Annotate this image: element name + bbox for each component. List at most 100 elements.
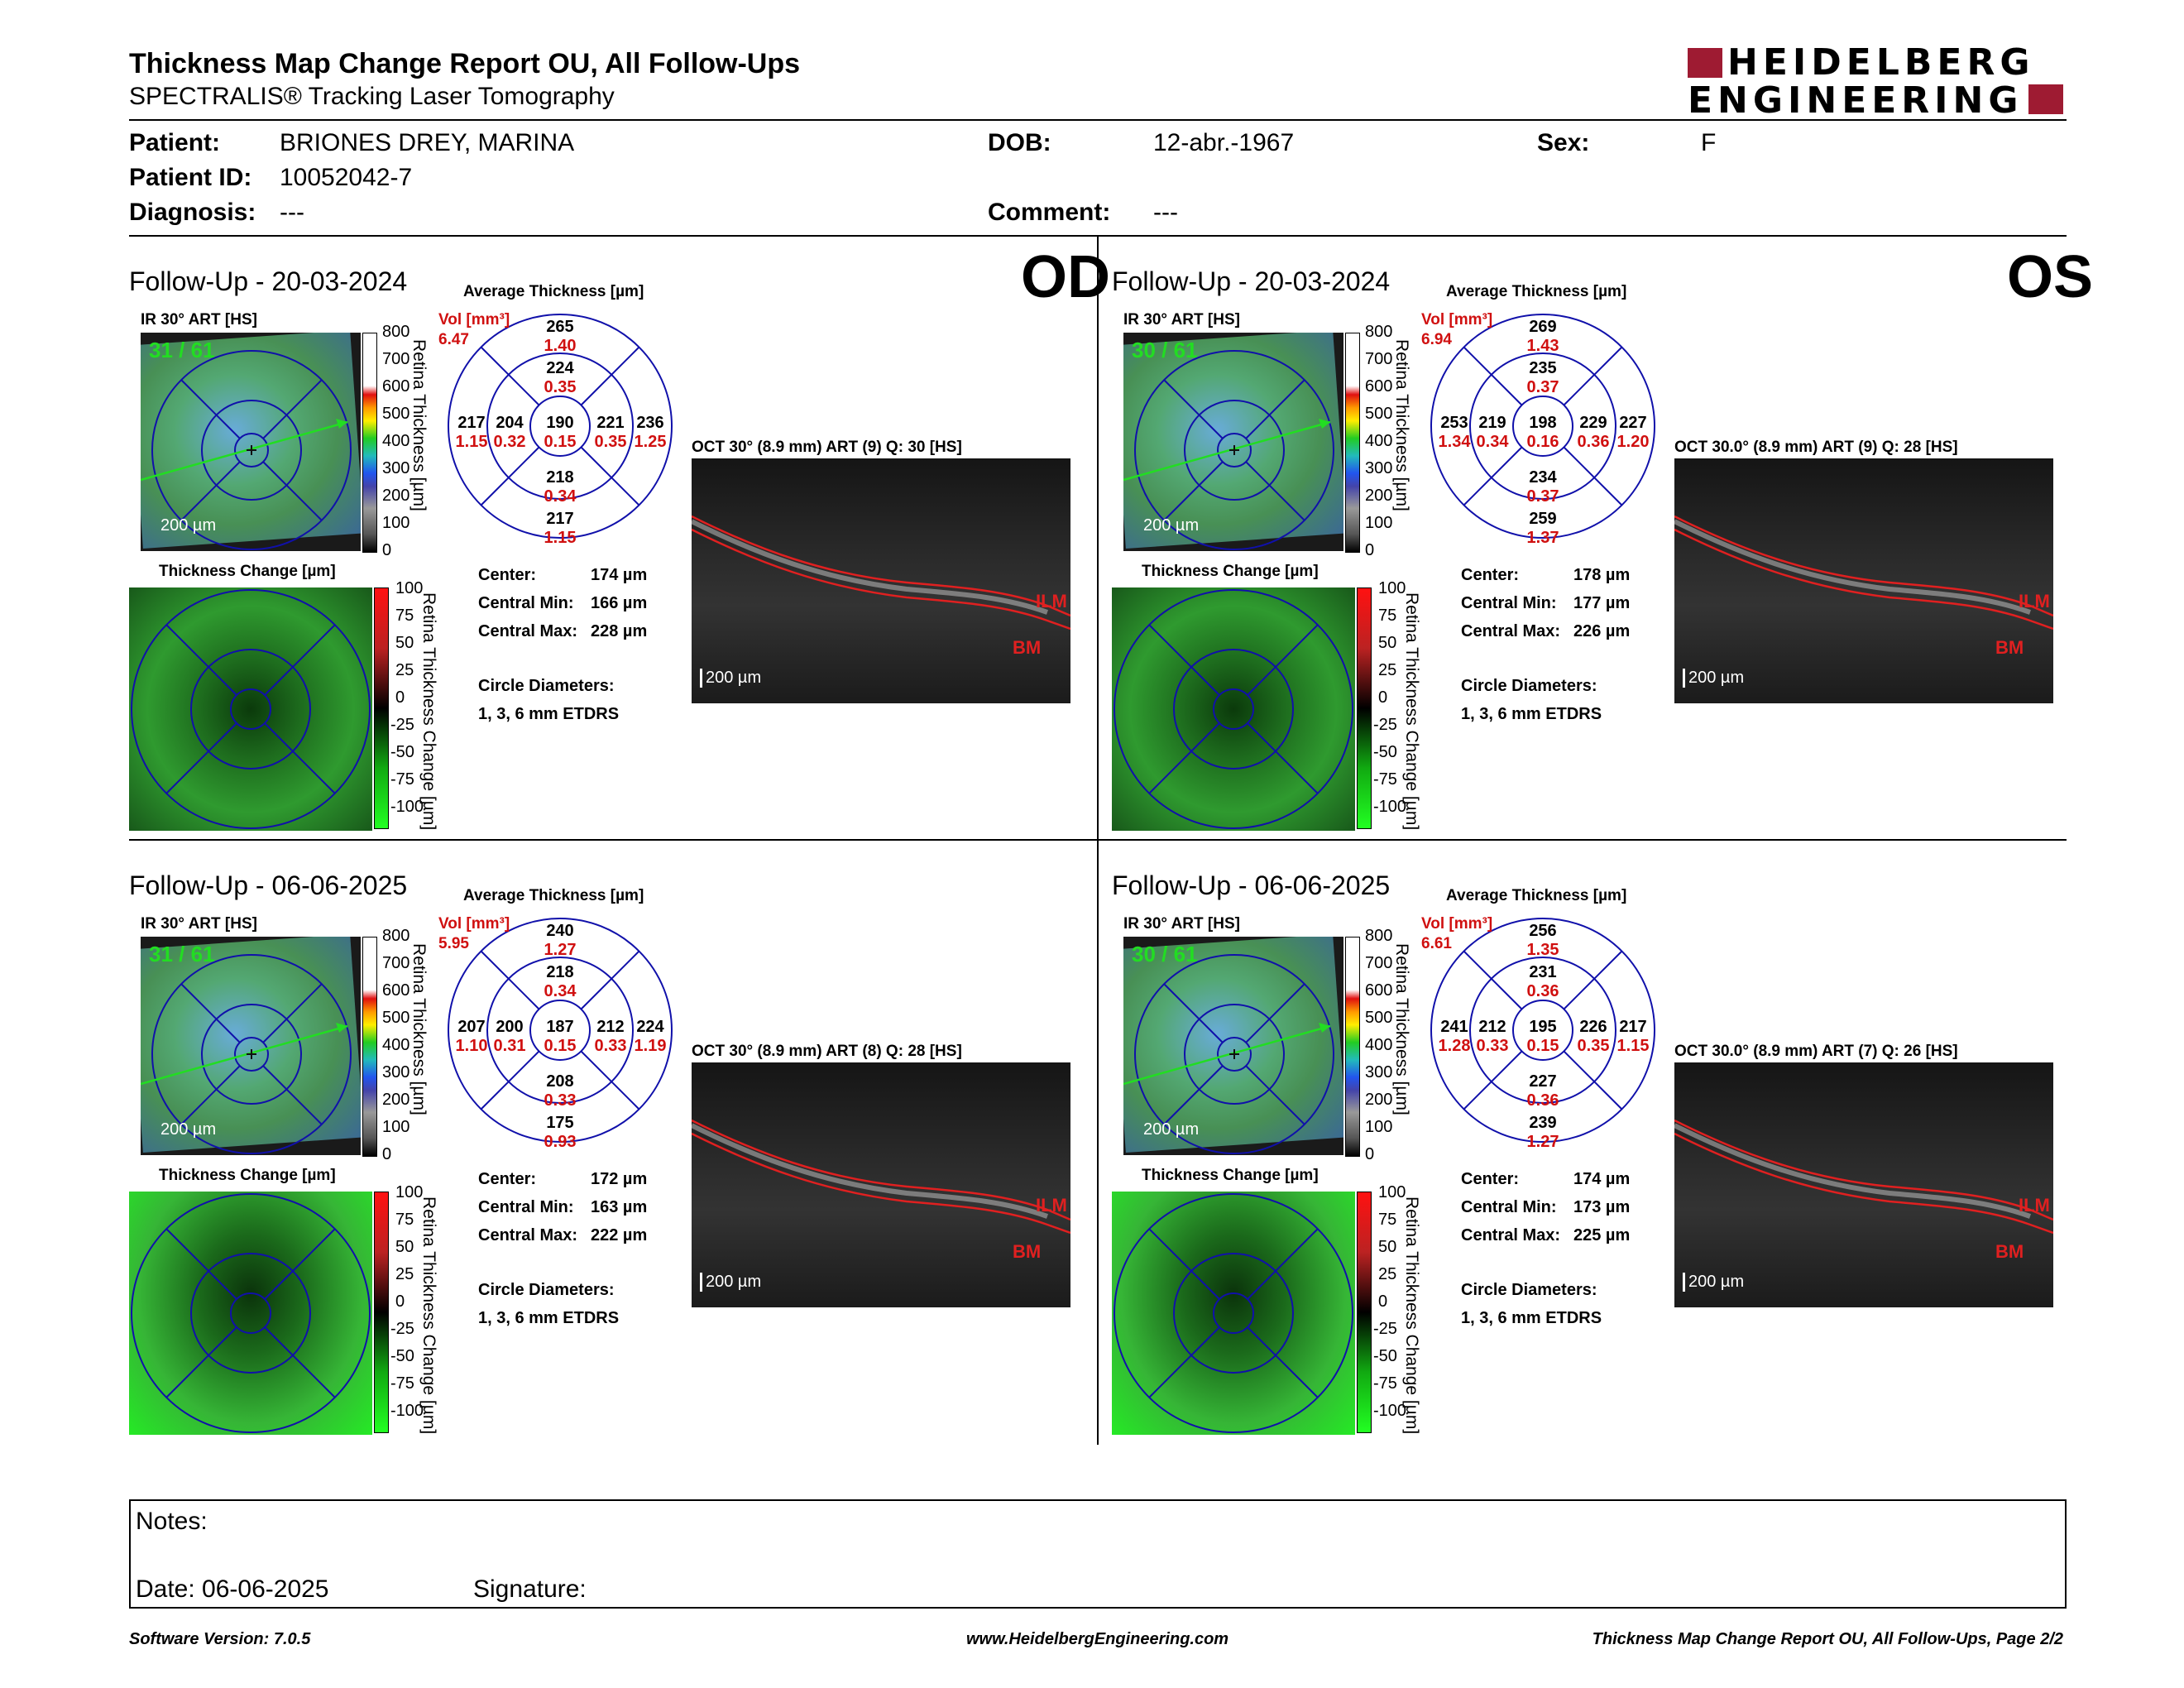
thickness-scale-tick: 500 — [1365, 1009, 1393, 1027]
sector-inner-right: 212 0.33 — [594, 1018, 627, 1055]
change-scale-tick: 100 — [395, 579, 424, 597]
retina-thickness-axis-label: Retina Thickness [µm] — [1392, 339, 1411, 511]
avg-thickness-title: Average Thickness [µm] — [463, 887, 644, 904]
scale-bar-label: 200 µm — [160, 1120, 217, 1139]
change-scale-tick: 50 — [395, 1238, 414, 1256]
thickness-color-bar — [362, 937, 377, 1157]
change-scale-tick: 100 — [1378, 579, 1406, 597]
retina-thickness-axis-label: Retina Thickness [µm] — [410, 339, 429, 511]
central-min-label: Central Min: — [1461, 594, 1557, 612]
website-link[interactable]: www.HeidelbergEngineering.com — [966, 1630, 1229, 1648]
change-scale-tick: 50 — [1378, 634, 1397, 652]
vol-label: Vol [mm³] — [438, 311, 510, 328]
ir-title: IR 30° ART [HS] — [141, 915, 257, 933]
central-min-label: Central Min: — [478, 1198, 574, 1216]
thickness-scale-tick: 300 — [382, 459, 410, 477]
change-scale-tick: 50 — [1378, 1238, 1397, 1256]
sector-center: 198 0.16 — [1526, 414, 1559, 451]
thickness-scale-tick: 200 — [382, 1091, 410, 1109]
sector-outer-top: 265 1.40 — [544, 318, 577, 355]
retina-thickness-axis-label: Retina Thickness [µm] — [410, 943, 429, 1115]
thickness-scale-tick: 600 — [1365, 377, 1393, 396]
sector-outer-top: 269 1.43 — [1526, 318, 1559, 355]
change-scale-tick: -75 — [1373, 770, 1397, 789]
change-scale-tick: 0 — [395, 1292, 405, 1311]
etdrs-chart — [1430, 314, 1655, 539]
thickness-change-title: Thickness Change [µm] — [159, 563, 336, 580]
thickness-change-map — [1112, 1192, 1355, 1435]
change-scale-tick: 0 — [1378, 688, 1388, 707]
change-scale-tick: 25 — [395, 1265, 414, 1283]
sex-label: Sex: — [1537, 129, 1590, 156]
thickness-scale-tick: 700 — [1365, 350, 1393, 368]
thickness-color-bar — [362, 333, 377, 553]
central-max-value: 225 µm — [1573, 1226, 1631, 1244]
vol-total: 6.61 — [1421, 935, 1452, 952]
vol-total: 5.95 — [438, 935, 469, 952]
thickness-scale-tick: 800 — [382, 323, 410, 341]
followup-title: Follow-Up - 20-03-2024 — [129, 266, 408, 296]
thickness-scale-tick: 100 — [1365, 1118, 1393, 1136]
thickness-scale-tick: 200 — [1365, 1091, 1393, 1109]
oct-scale-label: 200 µm — [1683, 669, 1744, 688]
change-scale-tick: 75 — [1378, 1211, 1397, 1229]
change-scale-tick: 25 — [1378, 1265, 1397, 1283]
etdrs-grid-overlay — [1123, 350, 1334, 550]
scale-bar-label: 200 µm — [160, 516, 217, 535]
change-etdrs-overlay — [1114, 589, 1353, 829]
change-scale-tick: 75 — [395, 1211, 414, 1229]
thickness-scale-tick: 800 — [1365, 323, 1393, 341]
sector-outer-right: 236 1.25 — [634, 414, 667, 451]
sector-outer-left: 207 1.10 — [455, 1018, 488, 1055]
sector-inner-right: 229 0.36 — [1577, 414, 1610, 451]
change-scale-tick: 100 — [1378, 1183, 1406, 1201]
thickness-scale-tick: 300 — [382, 1063, 410, 1081]
report-subtitle: SPECTRALIS® Tracking Laser Tomography — [129, 83, 615, 110]
thickness-scale-tick: 700 — [382, 954, 410, 972]
etdrs-grid-overlay — [141, 350, 352, 550]
change-etdrs-overlay — [1114, 1193, 1353, 1433]
thickness-map-image: 31 / 61 200 µm — [141, 333, 361, 551]
dob-label: DOB: — [988, 129, 1051, 156]
thickness-scale-tick: 400 — [1365, 1036, 1393, 1054]
change-scale-tick: 25 — [1378, 661, 1397, 679]
central-max-label: Central Max: — [1461, 1226, 1561, 1244]
thickness-color-bar — [1345, 937, 1360, 1157]
change-scale-tick: -100 — [390, 1402, 424, 1420]
circle-diameters-label: Circle Diameters: — [478, 677, 615, 695]
retina-thickness-axis-label: Retina Thickness [µm] — [1392, 943, 1411, 1115]
oct-scale-label: 200 µm — [700, 1273, 761, 1292]
thickness-scale-tick: 800 — [382, 927, 410, 945]
vol-label: Vol [mm³] — [1421, 311, 1493, 328]
sector-inner-bottom: 218 0.34 — [544, 468, 577, 506]
sector-inner-top: 218 0.34 — [544, 963, 577, 1000]
change-scale-tick: -50 — [1373, 743, 1397, 761]
image-counter: 31 / 61 — [149, 338, 215, 362]
thickness-scale-tick: 500 — [382, 1009, 410, 1027]
change-scale-tick: -25 — [390, 716, 414, 734]
change-scale-tick: -25 — [1373, 1320, 1397, 1338]
thickness-scale-tick: 300 — [1365, 459, 1393, 477]
central-max-label: Central Max: — [478, 1226, 578, 1244]
center-label: Center: — [1461, 566, 1520, 584]
patient-id: 10052042-7 — [280, 164, 413, 191]
notes-box[interactable]: Notes: Date: 06-06-2025 Signature: — [129, 1499, 2067, 1609]
central-min-label: Central Min: — [1461, 1198, 1557, 1216]
ir-title: IR 30° ART [HS] — [1123, 311, 1240, 328]
change-scale-tick: -100 — [1373, 798, 1407, 816]
circle-diameters-value: 1, 3, 6 mm ETDRS — [478, 705, 620, 723]
patient-id-label: Patient ID: — [129, 164, 252, 191]
comment-value: --- — [1153, 199, 1178, 226]
sector-inner-right: 226 0.35 — [1577, 1018, 1610, 1055]
eye-label: OS — [2006, 244, 2093, 310]
thickness-scale-tick: 400 — [382, 432, 410, 450]
etdrs-grid-overlay — [141, 954, 352, 1154]
change-color-bar — [374, 1192, 389, 1433]
bm-label: BM — [1995, 1241, 2024, 1262]
thickness-change-title: Thickness Change [µm] — [159, 1167, 336, 1184]
report-title: Thickness Map Change Report OU, All Foll… — [129, 48, 801, 79]
sex-value: F — [1701, 129, 1717, 156]
thickness-scale-tick: 200 — [1365, 487, 1393, 505]
oct-bscan-image: ILM BM 200 µm — [692, 1062, 1070, 1307]
thickness-scale-tick: 0 — [1365, 1145, 1375, 1163]
